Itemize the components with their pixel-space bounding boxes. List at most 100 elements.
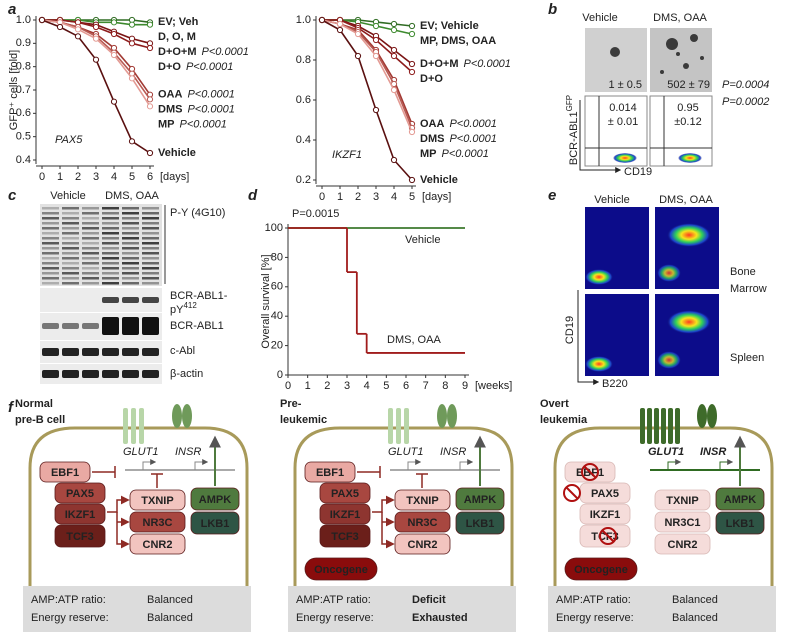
band bbox=[122, 227, 139, 230]
blot bbox=[40, 313, 162, 340]
node-box bbox=[190, 487, 240, 511]
gene-label: INSR bbox=[440, 446, 466, 458]
band bbox=[82, 370, 99, 378]
band bbox=[102, 242, 119, 245]
band bbox=[122, 297, 139, 303]
data-point bbox=[390, 86, 398, 94]
node-label: PAX5 bbox=[66, 488, 94, 500]
band bbox=[62, 262, 79, 265]
x-tick-label: 3 bbox=[373, 191, 379, 203]
band bbox=[122, 348, 139, 356]
node-label: LKB1 bbox=[201, 518, 230, 530]
legend-entry: DMS bbox=[158, 104, 182, 116]
legend-entry: D, O, M bbox=[158, 31, 196, 43]
colony bbox=[666, 38, 678, 50]
band bbox=[42, 227, 59, 230]
node-box bbox=[654, 533, 711, 555]
band bbox=[142, 222, 159, 225]
node-label: IKZF1 bbox=[65, 509, 96, 521]
p-value: P<0.0001 bbox=[187, 89, 234, 101]
status-value: Deficit bbox=[412, 594, 446, 606]
node-box bbox=[654, 489, 711, 511]
panel-label: d bbox=[248, 187, 258, 204]
band bbox=[82, 237, 99, 240]
node-label: PAX5 bbox=[331, 488, 359, 500]
x-tick-label: 3 bbox=[344, 380, 350, 392]
data-point bbox=[110, 19, 118, 26]
status-label: Energy reserve: bbox=[296, 612, 374, 624]
band bbox=[42, 252, 59, 255]
y-tick-label: 0.6 bbox=[16, 107, 31, 119]
node-label: Oncogene bbox=[574, 564, 628, 576]
legend-entry: Vehicle bbox=[158, 147, 196, 159]
flow-density bbox=[657, 351, 681, 369]
band bbox=[142, 242, 159, 245]
band bbox=[102, 257, 119, 260]
band bbox=[122, 247, 139, 250]
data-point bbox=[408, 30, 416, 38]
column-label: DMS, OAA bbox=[659, 194, 713, 206]
band bbox=[122, 370, 139, 378]
band bbox=[42, 217, 59, 220]
band bbox=[142, 297, 159, 303]
node-label: AMPK bbox=[464, 494, 496, 506]
band bbox=[142, 277, 159, 280]
row-label: c-Abl bbox=[170, 345, 195, 357]
insr-receptor bbox=[707, 404, 717, 428]
x-tick-label: 0 bbox=[285, 380, 291, 392]
node-label: PAX5 bbox=[591, 488, 619, 500]
band bbox=[142, 217, 159, 220]
cell-title: Normal bbox=[15, 398, 53, 410]
data-point bbox=[372, 36, 380, 44]
status-label: Energy reserve: bbox=[31, 612, 109, 624]
node-label: TXNIP bbox=[666, 495, 698, 507]
data-point bbox=[336, 20, 344, 28]
band bbox=[122, 212, 139, 215]
node-box bbox=[129, 511, 186, 533]
y-tick-label: 40 bbox=[271, 310, 283, 322]
legend-entry: D+O bbox=[158, 61, 181, 73]
data-point bbox=[408, 22, 416, 30]
legend-entry: Vehicle bbox=[420, 174, 458, 186]
data-point bbox=[146, 44, 154, 52]
flow-density bbox=[613, 153, 637, 163]
x-tick-label: 1 bbox=[305, 380, 311, 392]
data-point bbox=[390, 156, 398, 164]
gene-label: PAX5 bbox=[55, 134, 83, 146]
x-tick-label: 8 bbox=[442, 380, 448, 392]
data-point bbox=[128, 21, 136, 28]
data-point bbox=[146, 149, 154, 157]
band bbox=[62, 212, 79, 215]
band bbox=[102, 317, 119, 335]
legend-entry: MP, DMS, OAA bbox=[420, 35, 496, 47]
legend-entry: DMS, OAA bbox=[387, 334, 441, 346]
band bbox=[42, 257, 59, 260]
data-point bbox=[128, 40, 136, 47]
gate-value: 0.95 bbox=[677, 102, 698, 114]
legend-entry: EV; Veh bbox=[158, 16, 199, 28]
node-label: TCF3 bbox=[66, 531, 94, 543]
data-point bbox=[318, 16, 326, 24]
panel-label: a bbox=[8, 1, 16, 18]
node-label: NR3C1 bbox=[664, 517, 700, 529]
node-label: AMPK bbox=[199, 494, 231, 506]
label-sup: GFP bbox=[565, 95, 574, 111]
node-label: CNR2 bbox=[408, 539, 438, 551]
y-axis-label: Overall survival [%] bbox=[260, 254, 272, 348]
band bbox=[42, 272, 59, 275]
band bbox=[82, 277, 99, 280]
flow-plot bbox=[649, 95, 713, 167]
y-tick-label: 100 bbox=[265, 222, 283, 234]
gene-label: GLUT1 bbox=[388, 446, 423, 458]
band bbox=[102, 348, 119, 356]
status-value: Balanced bbox=[147, 594, 193, 606]
band bbox=[62, 217, 79, 220]
band bbox=[82, 227, 99, 230]
node-box bbox=[654, 511, 711, 533]
band bbox=[62, 257, 79, 260]
legend-entry: OAA bbox=[158, 89, 183, 101]
band bbox=[42, 370, 59, 378]
cell-title: Pre- bbox=[280, 398, 302, 410]
y-tick-label: 0.8 bbox=[16, 61, 31, 73]
x-tick-label: 5 bbox=[383, 380, 389, 392]
